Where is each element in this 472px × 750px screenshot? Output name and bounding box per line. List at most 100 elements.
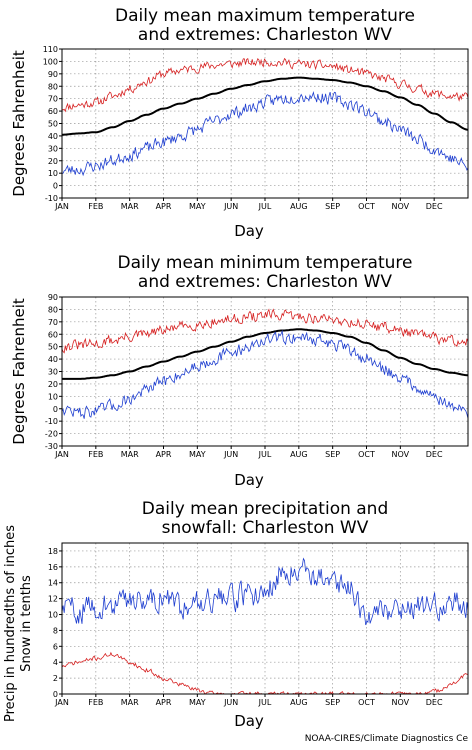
series-line-2 [62, 76, 468, 136]
plot-frame [61, 542, 469, 695]
x-tick-label: MAR [121, 698, 139, 707]
y-tick-label: 30 [48, 368, 58, 377]
y-tick-label: 30 [48, 144, 58, 153]
y-tick-label: 20 [48, 157, 58, 166]
y-tick-label: 10 [48, 611, 58, 620]
x-tick-label: MAY [189, 450, 206, 459]
y-tick-label: 8 [53, 626, 58, 635]
x-tick-label: JAN [54, 698, 69, 707]
y-tick-label: -20 [45, 430, 58, 439]
x-tick-label: MAR [121, 202, 139, 211]
y-tick-label: -10 [45, 417, 58, 426]
y-tick-label: 90 [48, 293, 58, 302]
series-line-1 [62, 557, 468, 626]
x-tick-label: OCT [358, 698, 375, 707]
chart-title: snowfall: Charleston WV [162, 518, 369, 538]
x-tick-label: FEB [88, 202, 103, 211]
y-tick-label: 80 [48, 305, 58, 314]
x-tick-label: DEC [426, 698, 443, 707]
y-tick-label: 0 [53, 182, 58, 191]
y-tick-label: 110 [43, 45, 58, 54]
y-tick-label: 40 [48, 132, 58, 141]
y-tick-label: 10 [48, 169, 58, 178]
y-tick-label: 70 [48, 318, 58, 327]
y-tick-label: 70 [48, 95, 58, 104]
x-tick-label: MAY [189, 202, 206, 211]
x-tick-label: APR [156, 450, 172, 459]
x-tick-label: SEP [325, 698, 340, 707]
chart-title: and extremes: Charleston WV [138, 25, 392, 45]
x-tick-label: JUL [258, 450, 272, 459]
x-tick-label: JUN [223, 698, 238, 707]
series-line-3 [62, 329, 468, 419]
y-axis-label: Degrees Fahrenheit [10, 298, 28, 445]
plot-frame [61, 296, 469, 447]
x-tick-label: SEP [325, 202, 340, 211]
x-tick-label: AUG [290, 698, 308, 707]
chart-title: Daily mean maximum temperature [115, 6, 415, 26]
y-tick-label: 18 [48, 547, 58, 556]
x-axis-label: Day [234, 712, 264, 730]
x-axis-label: Day [234, 222, 264, 240]
y-tick-label: -10 [45, 194, 58, 203]
x-tick-label: JAN [54, 202, 69, 211]
x-tick-label: JUN [223, 202, 238, 211]
series-line-1 [62, 57, 468, 113]
x-tick-label: NOV [392, 450, 410, 459]
x-tick-label: JAN [54, 450, 69, 459]
x-tick-label: FEB [88, 698, 103, 707]
y-tick-label: 16 [48, 563, 58, 572]
x-tick-label: JUL [258, 698, 272, 707]
x-tick-label: JUL [258, 202, 272, 211]
x-tick-label: NOV [392, 698, 410, 707]
y-tick-label: 80 [48, 82, 58, 91]
y-tick-label: -30 [45, 442, 58, 451]
credit-text: NOAA-CIRES/Climate Diagnostics Ce [305, 734, 469, 744]
series-line-2 [62, 328, 468, 380]
y-tick-label: 90 [48, 70, 58, 79]
y-axis-label: Degrees Fahrenheit [10, 50, 28, 197]
plot-frame [61, 48, 469, 199]
y-tick-label: 50 [48, 343, 58, 352]
y-tick-label: 2 [53, 674, 58, 683]
x-tick-label: APR [156, 698, 172, 707]
x-tick-label: SEP [325, 450, 340, 459]
y-tick-label: 0 [53, 405, 58, 414]
y-tick-label: 60 [48, 107, 58, 116]
x-tick-label: AUG [290, 202, 308, 211]
x-tick-label: MAY [189, 698, 206, 707]
y-tick-label: 14 [48, 579, 58, 588]
y-tick-label: 4 [53, 658, 58, 667]
x-tick-label: AUG [290, 450, 308, 459]
x-axis-label: Day [234, 471, 264, 489]
x-tick-label: DEC [426, 202, 443, 211]
x-tick-label: FEB [88, 450, 103, 459]
y-tick-label: 6 [53, 642, 58, 651]
x-tick-label: DEC [426, 450, 443, 459]
y-tick-label: 100 [43, 57, 58, 66]
series-line-3 [62, 91, 468, 177]
y-tick-label: 60 [48, 330, 58, 339]
x-tick-label: MAR [121, 450, 139, 459]
y-tick-label: 40 [48, 355, 58, 364]
x-tick-label: NOV [392, 202, 410, 211]
chart-title: Daily mean minimum temperature [118, 253, 413, 273]
x-tick-label: OCT [358, 202, 375, 211]
y-axis-label: Precip in hundredths of inches [3, 525, 18, 722]
y-tick-label: 0 [53, 690, 58, 699]
y-tick-label: 12 [48, 595, 58, 604]
chart-title: Daily mean precipitation and [142, 499, 389, 519]
y-tick-label: 50 [48, 120, 58, 129]
x-tick-label: OCT [358, 450, 375, 459]
x-tick-label: APR [156, 202, 172, 211]
y-tick-label: 10 [48, 392, 58, 401]
x-tick-label: JUN [223, 450, 238, 459]
y-tick-label: 20 [48, 380, 58, 389]
series-line-1 [62, 308, 468, 354]
y-axis-label: Snow in tenths [19, 575, 34, 672]
